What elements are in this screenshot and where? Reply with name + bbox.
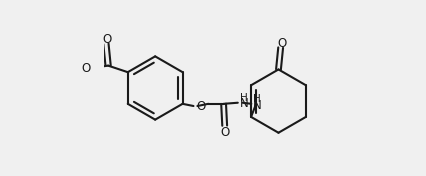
Text: O: O: [196, 100, 206, 113]
Text: O: O: [102, 33, 112, 46]
Text: O: O: [81, 62, 91, 75]
Text: N: N: [253, 99, 262, 112]
Text: H: H: [253, 94, 261, 104]
Text: H: H: [239, 93, 247, 103]
Text: O: O: [277, 37, 286, 50]
Text: N: N: [239, 97, 248, 110]
Text: O: O: [221, 126, 230, 139]
